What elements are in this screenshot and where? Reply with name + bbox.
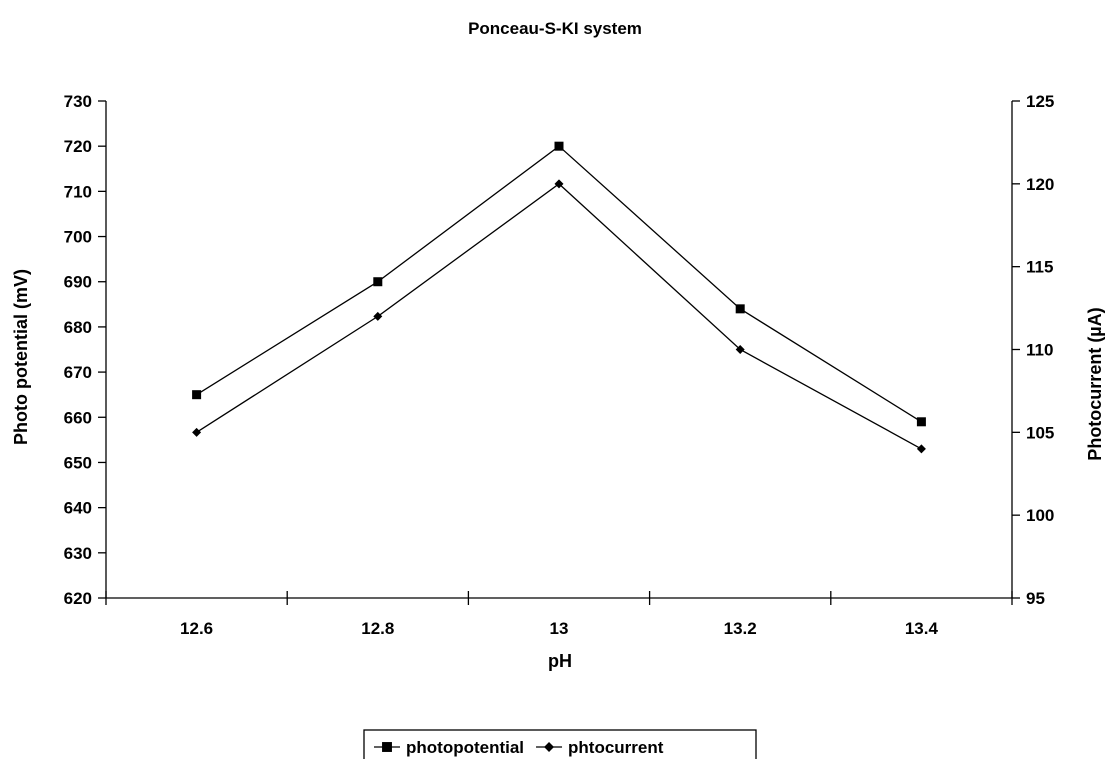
x-tick-label: 13: [550, 619, 569, 638]
y-tick-label: 730: [64, 92, 92, 111]
y-tick-label: 630: [64, 544, 92, 563]
y-tick-label: 700: [64, 228, 92, 247]
chart-title: Ponceau-S-KI system: [468, 19, 642, 38]
data-point-phtocurrent: [373, 312, 382, 321]
legend-label-photopotential: photopotential: [406, 738, 524, 757]
y-tick-label: 720: [64, 137, 92, 156]
data-point-phtocurrent: [917, 444, 926, 453]
y-tick-label: 680: [64, 318, 92, 337]
y-tick-label: 670: [64, 363, 92, 382]
x-tick-label: 13.2: [724, 619, 757, 638]
y2-tick-label: 105: [1026, 423, 1054, 442]
x-tick-label: 12.6: [180, 619, 213, 638]
data-point-photopotential: [736, 304, 745, 313]
legend: photopotential phtocurrent: [364, 730, 756, 759]
data-point-photopotential: [192, 390, 201, 399]
y-axis-title: Photo potential (mV): [11, 269, 31, 445]
axes: 620 630 640 650 660 670 680 690 700 710 720 730 95 10…: [64, 92, 1055, 638]
y-tick-label: 690: [64, 273, 92, 292]
legend-label-phtocurrent: phtocurrent: [568, 738, 664, 757]
legend-marker-photopotential: [382, 742, 392, 752]
y2-tick-label: 125: [1026, 92, 1054, 111]
x-axis-title: pH: [548, 651, 572, 671]
y2-tick-label: 115: [1026, 258, 1053, 277]
data-point-photopotential: [917, 417, 926, 426]
series-line-phtocurrent: [197, 184, 922, 449]
y2-tick-label: 120: [1026, 175, 1054, 194]
y-tick-label: 620: [64, 589, 92, 608]
y-tick-label: 660: [64, 408, 92, 427]
data-point-photopotential: [555, 142, 564, 151]
y-tick-label: 640: [64, 499, 92, 518]
data-point-phtocurrent: [192, 428, 201, 437]
y-tick-label: 650: [64, 453, 92, 472]
y2-tick-label: 110: [1026, 341, 1053, 360]
y2-axis-title: Photocurrent (µA): [1085, 307, 1105, 460]
data-point-photopotential: [373, 277, 382, 286]
plot-area: [192, 142, 926, 454]
y2-tick-label: 95: [1026, 589, 1045, 608]
y-tick-label: 710: [64, 182, 92, 201]
x-tick-label: 13.4: [905, 619, 939, 638]
y2-tick-label: 100: [1026, 506, 1054, 525]
x-tick-label: 12.8: [361, 619, 394, 638]
